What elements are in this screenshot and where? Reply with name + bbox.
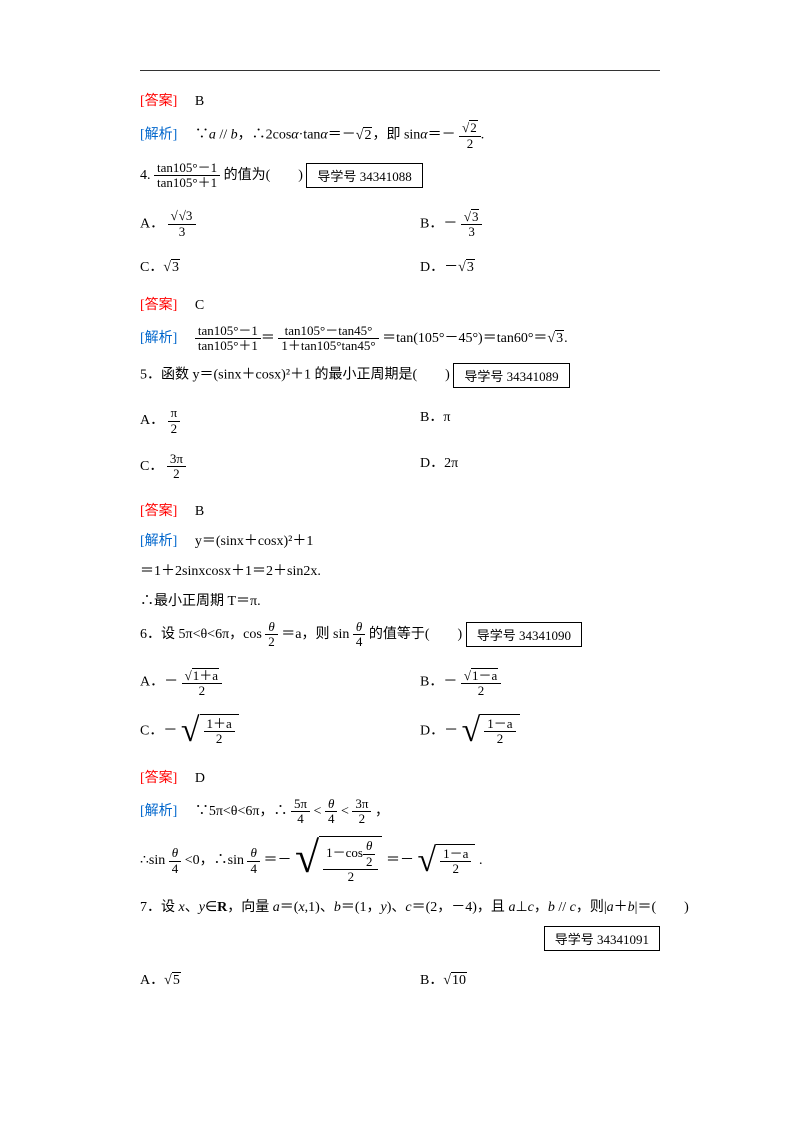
q4-answer: [答案] C [140, 294, 690, 314]
q5-choices: A． π2 B．π C． 3π2 D．2π [140, 398, 690, 489]
guide-tag: 导学号 34341089 [453, 363, 569, 388]
q5-choice-d: D．2π [420, 452, 620, 482]
answer-label: [答案] [140, 94, 177, 109]
q5-answer: [答案] B [140, 500, 690, 520]
q6-stem: 6．设 5π<θ<6π，cos θ2 ＝a，则 sin θ4 的值等于( ) 导… [140, 620, 690, 650]
q6-answer: [答案] D [140, 767, 690, 787]
q4-analysis: [解析] tan105°－1tan105°＋1＝ tan105°－tan45°1… [140, 324, 690, 354]
q7-stem: 7．设 x、y∈R，向量 a＝(x,1)、b＝(1，y)、c＝(2，－4)，且 … [140, 896, 690, 916]
analysis-label: [解析] [140, 128, 177, 143]
q5-stem: 5．函数 y＝(sinx＋cosx)²＋1 的最小正周期是( ) 导学号 343… [140, 363, 690, 388]
q5-analysis-3: ∴最小正周期 T＝π. [140, 590, 690, 610]
q4-choice-b: B．－ 33 [420, 209, 620, 240]
q6-choice-a: A．－ 1＋a2 [140, 667, 420, 698]
q4-choice-a: A． √33 [140, 209, 420, 240]
q4-frac-den: tan105°＋1 [154, 175, 220, 190]
q6-choices: A．－ 1＋a2 B．－ 1－a2 C．－ √ 1＋a2 D．－ √ 1－a2 [140, 659, 690, 757]
q4-choice-c: C．3 [140, 256, 420, 276]
q4-number: 4. [140, 168, 151, 183]
guide-tag: 导学号 34341088 [306, 163, 422, 188]
q6-analysis-1: [解析] ∵5π<θ<6π，∴ 5π4 < θ4 < 3π2 ， [140, 797, 690, 827]
guide-tag: 导学号 34341091 [544, 926, 660, 951]
q5-choice-c: C． 3π2 [140, 452, 420, 482]
q7-choice-b: B．10 [420, 969, 620, 989]
q4-frac-num: tan105°－1 [154, 161, 220, 175]
q3-answer: [答案] B [140, 90, 690, 110]
q6-analysis-2: ∴sin θ4 <0，∴sin θ4 ＝－ √ 1－cosθ2 2 ＝－ √ 1… [140, 836, 690, 886]
q6-choice-c: C．－ √ 1＋a2 [140, 714, 420, 749]
q5-analysis-1: [解析] y＝(sinx＋cosx)²＋1 [140, 530, 690, 550]
page-divider [140, 70, 660, 71]
q6-choice-d: D．－ √ 1－a2 [420, 714, 620, 749]
q7-tag-line: 导学号 34341091 [140, 926, 690, 951]
q4-choice-d: D．－3 [420, 256, 620, 276]
q7-choice-a: A．5 [140, 969, 420, 989]
q6-choice-b: B．－ 1－a2 [420, 667, 620, 698]
guide-tag: 导学号 34341090 [466, 622, 582, 647]
q7-choices: A．5 B．10 [140, 961, 690, 997]
q4-choices: A． √33 B．－ 33 C．3 D．－3 [140, 201, 690, 284]
q5-analysis-2: ＝1＋2sinxcosx＋1＝2＋sin2x. [140, 560, 690, 580]
q3-analysis: [解析] ∵a // b，∴2cosα·tanα＝－2，即 sinα＝－ 22. [140, 120, 690, 151]
q4-stem: 4. tan105°－1 tan105°＋1 的值为( ) 导学号 343410… [140, 161, 690, 191]
q3-answer-value: B [195, 94, 204, 109]
q4-suffix: 的值为( ) [224, 168, 303, 183]
q5-choice-a: A． π2 [140, 406, 420, 436]
q5-choice-b: B．π [420, 406, 620, 436]
